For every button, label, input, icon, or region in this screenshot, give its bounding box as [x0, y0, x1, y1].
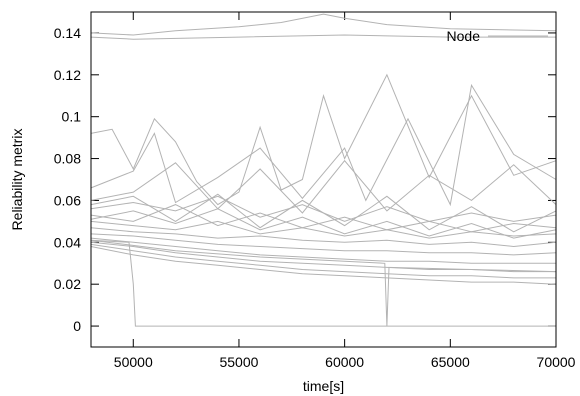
x-tick-label: 50000: [114, 354, 153, 370]
x-tick-label: 65000: [431, 354, 470, 370]
series-line-9: [90, 227, 557, 248]
y-tick-label: 0.08: [54, 151, 81, 167]
series-line-3: [90, 73, 557, 206]
series-line-1: [90, 13, 557, 36]
x-axis-title: time[s]: [303, 378, 344, 394]
legend-label: Node: [447, 28, 481, 44]
series-line-16: [90, 208, 557, 239]
x-tick-label: 55000: [219, 354, 258, 370]
y-tick-label: 0.12: [54, 67, 81, 83]
series-line-4: [90, 83, 557, 207]
y-tick-label: 0.04: [54, 234, 81, 250]
tick-labels: 0 0.02 0.04 0.06 0.08 0.1 0.12 0.14 50000 55000 60…: [54, 25, 576, 370]
series-line-14: [90, 246, 557, 285]
x-tick-label: 70000: [537, 354, 576, 370]
series-line-10: [90, 233, 557, 256]
series-line-15: [90, 193, 557, 233]
series-line-2: [90, 34, 556, 40]
y-tick-label: 0.14: [54, 25, 81, 41]
series-line-18: [90, 239, 557, 327]
y-tick-label: 0: [73, 318, 81, 334]
series-line-5: [90, 159, 557, 214]
series-line-7: [90, 204, 557, 233]
plot-frame: [90, 11, 557, 348]
y-tick-label: 0.1: [62, 109, 82, 125]
series-line-11: [90, 237, 556, 264]
y-tick-label: 0.06: [54, 192, 81, 208]
y-axis-title: Reliability metrix: [9, 129, 25, 231]
series-line-13: [90, 243, 556, 279]
series-line-8: [90, 220, 557, 239]
series-layer: [90, 13, 557, 327]
series-line-12: [90, 241, 556, 273]
series-line-17: [90, 239, 556, 327]
legend: Node: [447, 28, 548, 44]
x-tick-label: 60000: [325, 354, 364, 370]
y-tick-label: 0.02: [54, 276, 81, 292]
tick-marks: [91, 12, 557, 347]
series-line-6: [90, 195, 557, 222]
